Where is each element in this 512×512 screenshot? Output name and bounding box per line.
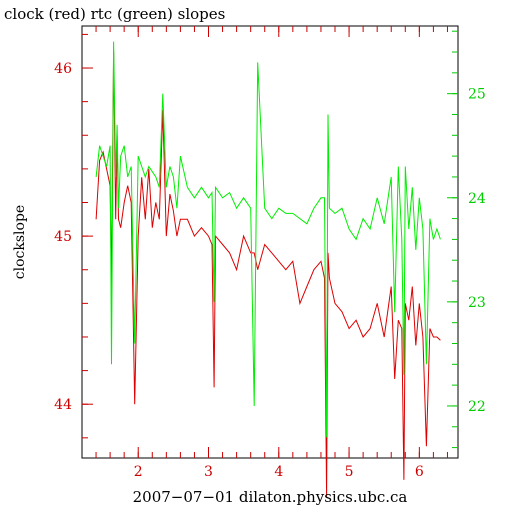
y-left-tick-label: 44 [54,397,72,413]
y-left-tick-label: 46 [54,61,72,77]
plot-frame [81,25,459,459]
series-line-rtc [95,41,441,438]
x-tick-label: 4 [274,464,283,480]
ticks-layer [82,26,458,458]
y-right-tick-label: 23 [468,295,486,311]
series-layer [95,41,441,497]
x-tick-label: 5 [345,464,354,480]
y-right-tick-label: 22 [468,399,486,415]
series-line-clock [95,51,441,497]
y-right-tick-label: 25 [468,87,486,103]
x-tick-label: 6 [415,464,424,480]
chart-title: clock (red) rtc (green) slopes [4,5,225,23]
y-axis-label: clockslope [12,205,28,279]
x-tick-label: 2 [134,464,143,480]
y-right-tick-label: 24 [468,191,486,207]
x-axis-label: 2007−07−01 dilaton.physics.ubc.ca [133,488,408,506]
x-tick-label: 3 [204,464,213,480]
y-left-tick-label: 45 [54,229,72,245]
